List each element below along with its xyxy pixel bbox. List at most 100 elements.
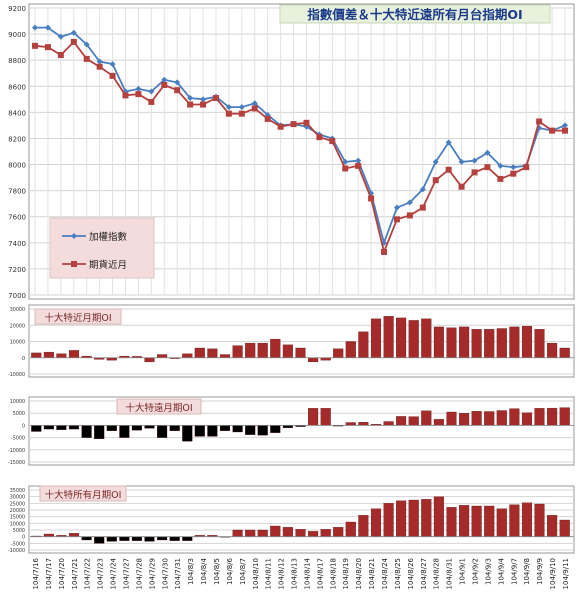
- series-point-0: [251, 100, 258, 107]
- x-tick-label: 104/8/6: [226, 557, 234, 585]
- series-point-0: [70, 29, 77, 36]
- x-tick-label: 104/7/17: [45, 558, 53, 589]
- series-point-1: [393, 216, 400, 223]
- bar-y-tick-label: -10000: [8, 448, 25, 454]
- bar-y-tick-label: -5000: [11, 436, 25, 442]
- line-y-tick-label: 7800: [8, 188, 26, 196]
- bar: [484, 411, 495, 426]
- bar: [509, 326, 520, 358]
- series-point-0: [238, 104, 245, 111]
- bar: [131, 536, 142, 541]
- x-tick-label: 104/8/7: [239, 558, 247, 585]
- bar: [182, 425, 193, 442]
- x-tick-label: 104/7/28: [135, 558, 143, 589]
- bar-y-tick-label: 10000: [10, 399, 25, 405]
- bar: [257, 425, 268, 436]
- bar: [144, 536, 155, 542]
- bar: [370, 318, 382, 358]
- bar: [408, 416, 419, 426]
- series-point-1: [200, 101, 207, 108]
- bar: [282, 344, 293, 358]
- bar-y-tick-label: -15000: [8, 460, 25, 466]
- series-point-1: [32, 42, 38, 49]
- bar: [81, 536, 92, 541]
- bar: [232, 529, 243, 537]
- bar: [169, 425, 180, 431]
- bar: [421, 410, 432, 426]
- series-point-1: [381, 248, 388, 255]
- bar: [308, 408, 319, 426]
- bar: [433, 496, 444, 537]
- x-tick-label: 104/9/2: [472, 558, 480, 585]
- bar: [496, 508, 507, 537]
- bar: [119, 536, 130, 541]
- series-point-1: [484, 164, 491, 171]
- series-point-1: [368, 195, 375, 202]
- bar: [358, 331, 369, 358]
- x-tick-label: 104/7/27: [123, 558, 131, 589]
- bar: [547, 342, 558, 358]
- bar: [484, 505, 495, 537]
- bar: [320, 357, 331, 361]
- series-point-0: [355, 157, 362, 164]
- bar: [408, 320, 419, 358]
- bar: [182, 353, 193, 358]
- bar: [270, 525, 281, 537]
- legend-marker-0: [71, 233, 77, 239]
- chart-title: 指數價差＆十大特近遠所有月台指期OI: [307, 7, 522, 22]
- series-line-0: [35, 26, 566, 246]
- bar: [396, 500, 407, 537]
- bar: [433, 419, 444, 426]
- x-tick-label: 104/7/31: [174, 558, 182, 589]
- series-point-1: [251, 105, 258, 112]
- series-point-1: [329, 138, 336, 145]
- series-point-0: [225, 104, 232, 111]
- bar-y-tick-label: -10000: [8, 372, 25, 378]
- x-tick-label: 104/8/11: [265, 558, 273, 589]
- bar-panel-frame: [28, 396, 575, 466]
- bar-y-tick-label: 10000: [10, 521, 25, 527]
- series-point-1: [406, 212, 413, 219]
- bar: [521, 502, 533, 537]
- bar-y-tick-label: 5000: [13, 528, 25, 534]
- bar-y-tick-label: 30000: [10, 307, 25, 313]
- bar: [446, 327, 457, 358]
- series-point-1: [523, 164, 530, 171]
- bar: [408, 499, 419, 537]
- x-tick-label: 104/7/23: [97, 558, 105, 589]
- bar: [496, 328, 507, 358]
- bar: [509, 408, 520, 426]
- x-tick-label: 104/8/17: [316, 558, 324, 589]
- x-tick-label: 104/9/3: [484, 558, 492, 585]
- x-tick-label: 104/8/13: [291, 558, 299, 589]
- bar-y-tick-label: 30000: [10, 495, 25, 501]
- bar: [68, 350, 80, 358]
- line-y-tick-label: 7600: [8, 214, 26, 222]
- line-y-tick-label: 8400: [8, 109, 26, 117]
- series-point-0: [109, 61, 116, 68]
- bar: [245, 529, 256, 537]
- series-point-1: [342, 165, 349, 172]
- series-point-1: [135, 91, 142, 98]
- series-point-0: [562, 122, 568, 129]
- x-tick-label: 104/8/14: [304, 557, 312, 589]
- series-point-0: [445, 139, 452, 146]
- bar: [446, 507, 457, 537]
- bar: [295, 529, 306, 537]
- bar: [43, 425, 54, 430]
- bar: [43, 351, 54, 358]
- series-point-1: [536, 118, 543, 125]
- bar: [106, 536, 117, 542]
- series-point-1: [161, 81, 168, 88]
- bar: [270, 425, 281, 433]
- x-tick-label: 104/7/24: [110, 557, 118, 589]
- x-tick-label: 104/8/24: [381, 557, 389, 589]
- bar: [547, 515, 558, 537]
- x-tick-label: 104/9/8: [523, 558, 531, 585]
- bar: [157, 425, 168, 438]
- bar: [245, 342, 256, 358]
- series-point-1: [122, 92, 129, 99]
- series-point-1: [419, 204, 426, 211]
- bar: [207, 425, 218, 437]
- bar: [144, 425, 155, 429]
